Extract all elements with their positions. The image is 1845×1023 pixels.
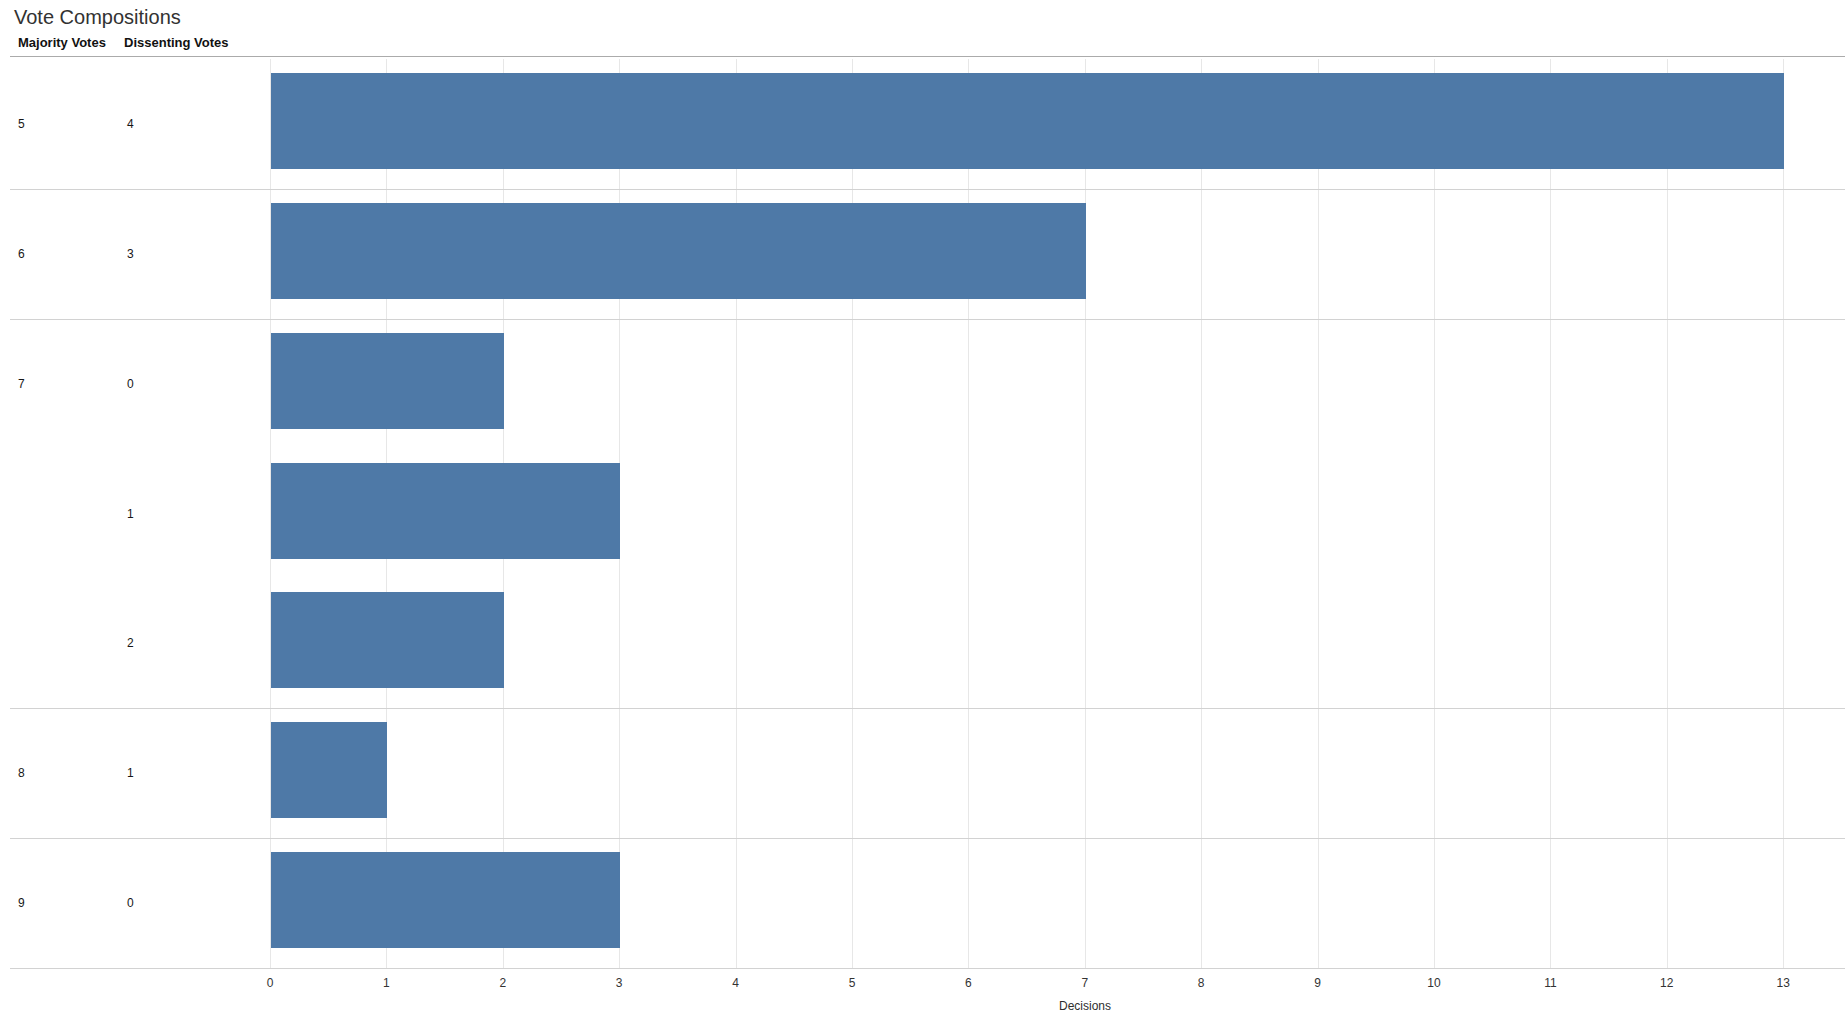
majority-votes-label-9[interactable]: 9	[18, 896, 25, 910]
decisions-bar[interactable]	[271, 852, 620, 948]
row-separator	[10, 708, 1845, 709]
dissenting-votes-label[interactable]: 2	[127, 636, 134, 650]
gridline-11	[1550, 59, 1551, 968]
x-tick-label-7: 7	[1061, 976, 1109, 990]
x-tick-label-11: 11	[1526, 976, 1574, 990]
decisions-bar[interactable]	[271, 203, 1086, 299]
x-tick-label-6: 6	[944, 976, 992, 990]
x-tick-label-9: 9	[1294, 976, 1342, 990]
gridline-6	[968, 59, 969, 968]
row-separator	[10, 189, 1845, 190]
dissenting-votes-label[interactable]: 4	[127, 117, 134, 131]
x-tick-label-13: 13	[1759, 976, 1807, 990]
chart-title: Vote Compositions	[14, 4, 181, 30]
gridline-13	[1783, 59, 1784, 968]
x-tick-label-10: 10	[1410, 976, 1458, 990]
majority-votes-label-5[interactable]: 5	[18, 117, 25, 131]
header-rule	[10, 56, 1845, 57]
x-tick-label-0: 0	[246, 976, 294, 990]
gridline-5	[852, 59, 853, 968]
gridline-7	[1085, 59, 1086, 968]
x-axis-line	[10, 968, 1845, 969]
x-tick-label-2: 2	[479, 976, 527, 990]
dissenting-votes-label[interactable]: 3	[127, 247, 134, 261]
x-tick-label-8: 8	[1177, 976, 1225, 990]
gridline-10	[1434, 59, 1435, 968]
x-tick-label-3: 3	[595, 976, 643, 990]
gridline-9	[1318, 59, 1319, 968]
gridline-8	[1201, 59, 1202, 968]
decisions-bar[interactable]	[271, 463, 620, 559]
majority-votes-column-header[interactable]: Majority Votes	[18, 35, 106, 50]
x-tick-label-1: 1	[362, 976, 410, 990]
row-separator	[10, 838, 1845, 839]
decisions-bar[interactable]	[271, 73, 1784, 169]
majority-votes-label-7[interactable]: 7	[18, 377, 25, 391]
x-tick-label-4: 4	[712, 976, 760, 990]
dissenting-votes-label[interactable]: 1	[127, 507, 134, 521]
majority-votes-label-8[interactable]: 8	[18, 766, 25, 780]
x-axis-title: Decisions	[1005, 999, 1165, 1013]
dissenting-votes-label[interactable]: 1	[127, 766, 134, 780]
dissenting-votes-column-header[interactable]: Dissenting Votes	[124, 35, 229, 50]
x-tick-label-12: 12	[1643, 976, 1691, 990]
dissenting-votes-label[interactable]: 0	[127, 377, 134, 391]
dissenting-votes-label[interactable]: 0	[127, 896, 134, 910]
vote-compositions-sheet: Vote Compositions Majority Votes Dissent…	[0, 0, 1845, 1023]
majority-votes-label-6[interactable]: 6	[18, 247, 25, 261]
decisions-bar[interactable]	[271, 333, 504, 429]
decisions-bar[interactable]	[271, 722, 387, 818]
gridline-4	[736, 59, 737, 968]
decisions-bar[interactable]	[271, 592, 504, 688]
row-separator	[10, 319, 1845, 320]
gridline-12	[1667, 59, 1668, 968]
x-tick-label-5: 5	[828, 976, 876, 990]
